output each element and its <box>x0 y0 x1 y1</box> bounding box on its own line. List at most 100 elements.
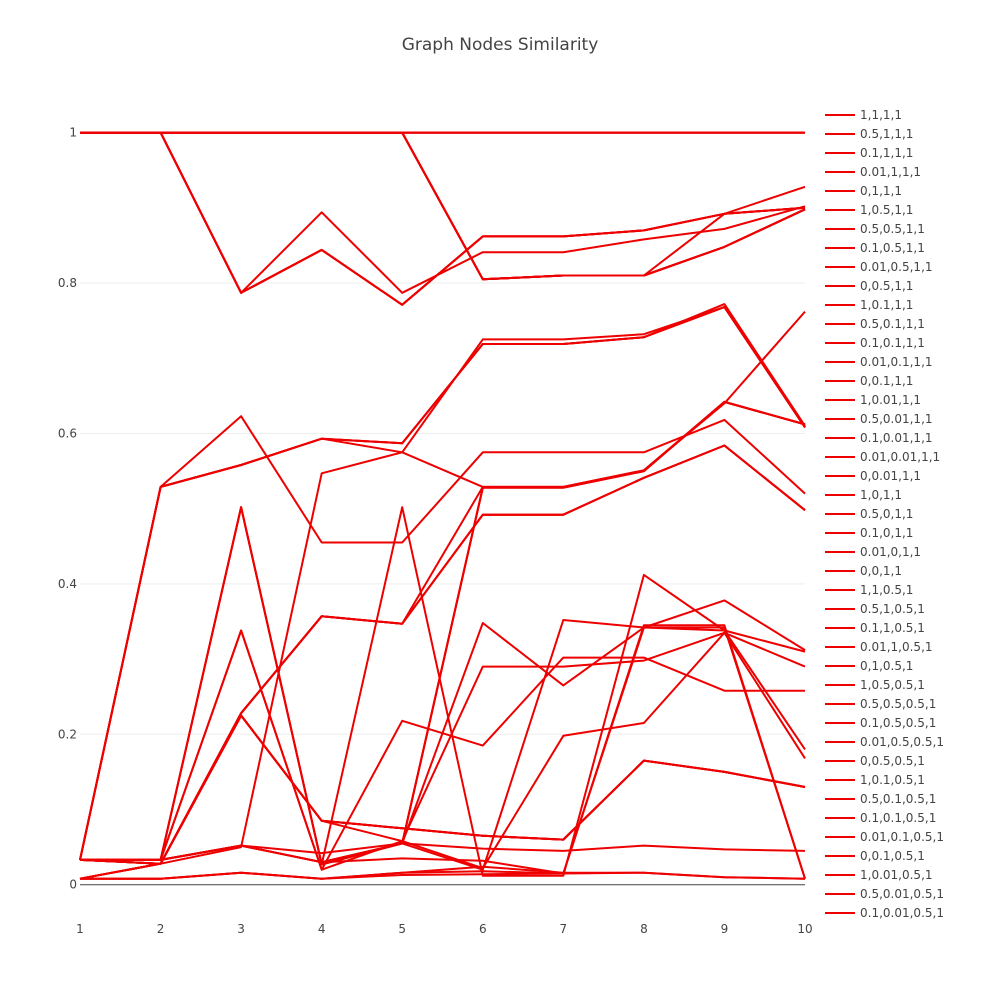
legend-label: 0.01,0.1,0.5,1 <box>860 830 944 844</box>
legend-item[interactable]: 1,0.01,0.5,1 <box>825 868 933 882</box>
series-line-27 <box>80 506 806 871</box>
legend-label: 0.01,0,1,1 <box>860 545 921 559</box>
series-line-37 <box>80 400 806 864</box>
legend-item[interactable]: 0.01,0.1,0.5,1 <box>825 830 944 844</box>
legend-item[interactable]: 0.1,0.5,0.5,1 <box>825 716 936 730</box>
legend-label: 0.01,1,0.5,1 <box>860 640 933 654</box>
legend-label: 1,0,1,1 <box>860 488 902 502</box>
legend-label: 0.01,1,1,1 <box>860 165 921 179</box>
legend-item[interactable]: 0.5,0,1,1 <box>825 507 913 521</box>
series-line-15 <box>79 415 806 861</box>
legend-item[interactable]: 0.01,0.1,1,1 <box>825 355 933 369</box>
legend-item[interactable]: 0.01,1,0.5,1 <box>825 640 933 654</box>
legend-label: 0.5,0.1,0.5,1 <box>860 792 936 806</box>
legend-item[interactable]: 0,0,1,1 <box>825 564 902 578</box>
legend-item[interactable]: 0.1,0.1,0.5,1 <box>825 811 936 825</box>
y-axis-ticks: 0 0.2 0.4 0.6 0.8 1 <box>58 126 77 892</box>
x-tick-label: 7 <box>560 922 568 936</box>
legend-item[interactable]: 0,0.01,1,1 <box>825 469 921 483</box>
legend-item[interactable]: 0.1,0.01,0.5,1 <box>825 906 944 920</box>
legend-label: 1,0.01,0.5,1 <box>860 868 933 882</box>
series-line-29 <box>80 629 806 871</box>
x-tick-label: 4 <box>318 922 326 936</box>
legend-item[interactable]: 1,0,1,1 <box>825 488 902 502</box>
x-tick-label: 1 <box>76 922 84 936</box>
legend-label: 0.01,0.5,1,1 <box>860 260 933 274</box>
x-tick-label: 3 <box>237 922 245 936</box>
series-line-24 <box>79 444 806 865</box>
legend-item[interactable]: 0.5,0.01,0.5,1 <box>825 887 944 901</box>
legend-item[interactable]: 0.01,1,1,1 <box>825 165 921 179</box>
legend-label: 0.1,0.1,0.5,1 <box>860 811 936 825</box>
legend-item[interactable]: 1,0.5,0.5,1 <box>825 678 925 692</box>
legend-item[interactable]: 1,0.5,1,1 <box>825 203 913 217</box>
series-line-42 <box>80 871 806 880</box>
legend-item[interactable]: 0,0.5,0.5,1 <box>825 754 925 768</box>
series-line-21 <box>79 400 806 865</box>
legend-item[interactable]: 0.1,0.5,1,1 <box>825 241 925 255</box>
y-tick-label: 0.2 <box>58 727 77 741</box>
legend-label: 0.1,0.1,1,1 <box>860 336 925 350</box>
legend-label: 0.01,0.1,1,1 <box>860 355 933 369</box>
legend-item[interactable]: 0.01,0,1,1 <box>825 545 921 559</box>
legend-label: 0,1,1,1 <box>860 184 902 198</box>
legend-item[interactable]: 0.5,0.5,0.5,1 <box>825 697 936 711</box>
x-tick-label: 2 <box>157 922 165 936</box>
x-tick-label: 5 <box>398 922 406 936</box>
legend-label: 0.01,0.5,0.5,1 <box>860 735 944 749</box>
legend-item[interactable]: 0.1,0.1,1,1 <box>825 336 925 350</box>
legend-label: 1,0.1,0.5,1 <box>860 773 925 787</box>
legend-item[interactable]: 0.5,0.01,1,1 <box>825 412 933 426</box>
legend-item[interactable]: 0,0.1,1,1 <box>825 374 913 388</box>
legend-label: 0.5,1,0.5,1 <box>860 602 925 616</box>
grid-layer <box>80 132 805 886</box>
legend-item[interactable]: 1,0.01,1,1 <box>825 393 921 407</box>
legend-label: 0.5,0.5,1,1 <box>860 222 925 236</box>
legend-item[interactable]: 1,0.1,1,1 <box>825 298 913 312</box>
series-line-14 <box>80 131 806 281</box>
legend-item[interactable]: 0.01,0.5,1,1 <box>825 260 933 274</box>
legend-label: 0.5,1,1,1 <box>860 127 913 141</box>
legend-item[interactable]: 1,1,1,1 <box>825 108 902 122</box>
legend-item[interactable]: 1,1,0.5,1 <box>825 583 913 597</box>
legend-item[interactable]: 0.5,0.1,1,1 <box>825 317 925 331</box>
legend-item[interactable]: 0.1,1,1,1 <box>825 146 913 160</box>
legend-item[interactable]: 0.1,0.01,1,1 <box>825 431 933 445</box>
legend-item[interactable]: 0.5,1,0.5,1 <box>825 602 925 616</box>
x-tick-label: 10 <box>797 922 812 936</box>
legend-label: 1,1,0.5,1 <box>860 583 913 597</box>
legend-label: 0.1,0.01,0.5,1 <box>860 906 944 920</box>
y-tick-label: 1 <box>69 126 77 140</box>
legend-item[interactable]: 0.01,0.01,1,1 <box>825 450 940 464</box>
legend-label: 0.1,0.5,0.5,1 <box>860 716 936 730</box>
legend-item[interactable]: 0,0.1,0.5,1 <box>825 849 925 863</box>
x-axis-ticks: 1 2 3 4 5 6 7 8 9 10 <box>76 922 812 936</box>
legend-item[interactable]: 0,1,0.5,1 <box>825 659 913 673</box>
legend-label: 1,0.01,1,1 <box>860 393 921 407</box>
legend-item[interactable]: 0.1,1,0.5,1 <box>825 621 925 635</box>
series-line-23 <box>79 444 806 865</box>
legend-label: 0.01,0.01,1,1 <box>860 450 940 464</box>
legend-item[interactable]: 0,1,1,1 <box>825 184 902 198</box>
legend-label: 1,0.5,0.5,1 <box>860 678 925 692</box>
legend-item[interactable]: 1,0.1,0.5,1 <box>825 773 925 787</box>
series-line-9 <box>80 131 806 306</box>
legend-label: 0,1,0.5,1 <box>860 659 913 673</box>
legend-label: 1,1,1,1 <box>860 108 902 122</box>
y-tick-label: 0.4 <box>58 577 77 591</box>
legend-item[interactable]: 0.5,0.5,1,1 <box>825 222 925 236</box>
legend-item[interactable]: 0.5,0.1,0.5,1 <box>825 792 936 806</box>
x-tick-label: 8 <box>640 922 648 936</box>
legend-item[interactable]: 0.5,1,1,1 <box>825 127 913 141</box>
legend-item[interactable]: 0.1,0,1,1 <box>825 526 913 540</box>
legend-label: 0,0.01,1,1 <box>860 469 921 483</box>
legend-item[interactable]: 0,0.5,1,1 <box>825 279 913 293</box>
legend-label: 0,0.5,1,1 <box>860 279 913 293</box>
y-tick-label: 0.8 <box>58 276 77 290</box>
legend-label: 0.1,1,0.5,1 <box>860 621 925 635</box>
legend-item[interactable]: 0.01,0.5,0.5,1 <box>825 735 944 749</box>
chart-title: Graph Nodes Similarity <box>402 35 599 55</box>
legend[interactable]: 1,1,1,1 0.5,1,1,1 0.1,1,1,1 0.01,1,1,1 0,1,1… <box>825 108 944 920</box>
